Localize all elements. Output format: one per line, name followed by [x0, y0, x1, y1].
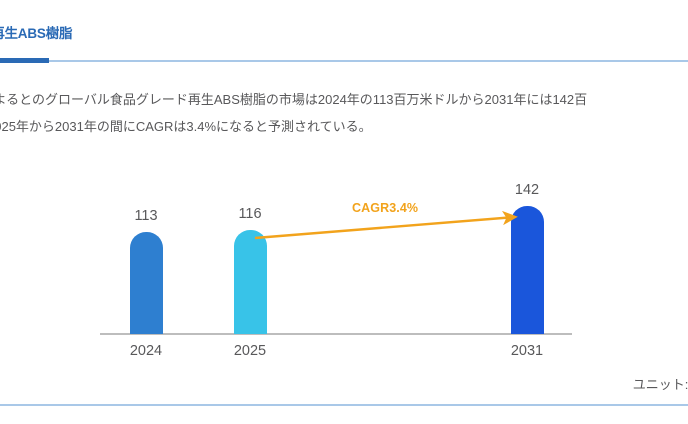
bar-value-2031: 142 [514, 182, 540, 198]
bar-2025 [233, 230, 267, 334]
chart-plot-area: 113 2024 116 2025 142 2031 CAGR3.4% [0, 160, 688, 365]
bar-value-2024: 113 [134, 208, 158, 224]
x-tick-label-2025: 2025 [233, 343, 267, 359]
bar-value-2025: 116 [238, 206, 262, 222]
x-axis-line [100, 333, 572, 335]
page-title-row: グレード再生ABS樹脂 [0, 24, 688, 46]
body-paragraph: earchによるとのグローバル食品グレード再生ABS樹脂の市場は2024年の11… [0, 86, 688, 140]
bar-2024 [129, 232, 163, 334]
body-line-2: 長し、2025年から2031年の間にCAGRは3.4%になると予測されている。 [0, 119, 372, 134]
divider-thin-rule [0, 60, 688, 62]
body-line-1: earchによるとのグローバル食品グレード再生ABS樹脂の市場は2024年の11… [0, 92, 588, 107]
market-size-bar-chart: 113 2024 116 2025 142 2031 CAGR3.4% [0, 160, 688, 365]
cagr-annotation-label: CAGR3.4% [352, 201, 419, 215]
title-divider [0, 58, 688, 63]
bar-2031 [510, 206, 544, 334]
unit-caption: ユニット: 百万 [632, 377, 688, 392]
page-title: グレード再生ABS樹脂 [0, 26, 73, 41]
x-tick-label-2024: 2024 [129, 343, 163, 359]
divider-accent-bar [0, 58, 49, 63]
x-tick-label-2031: 2031 [510, 343, 544, 359]
footer-rule [0, 404, 688, 406]
